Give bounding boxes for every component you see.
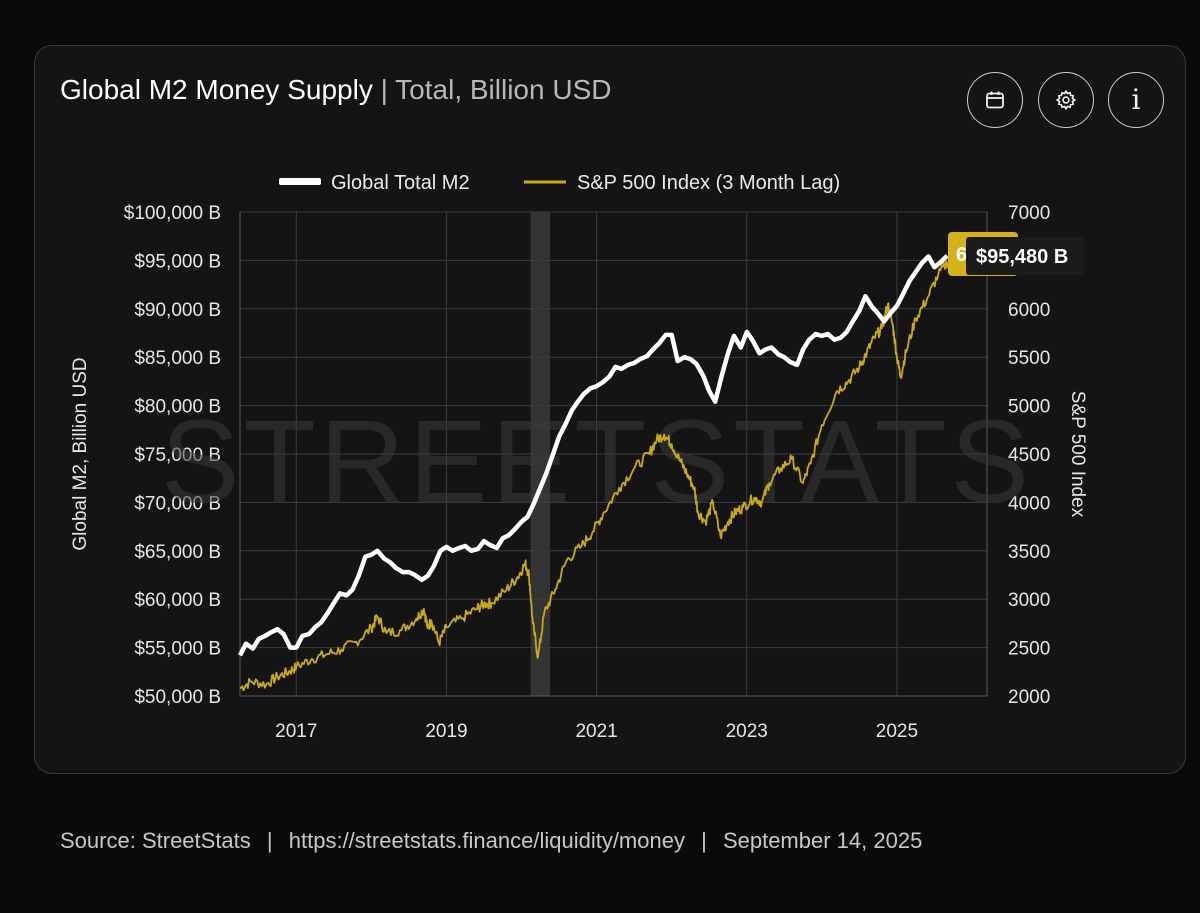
series-line-m2 [238,254,949,657]
left-tick-label: $55,000 B [134,639,221,660]
right-tick-label: 4500 [1008,445,1050,466]
x-tick-label: 2021 [575,721,617,742]
chart-card [34,45,1186,774]
footer-pipe: | [266,828,273,853]
title-subtitle: Total, Billion USD [395,74,612,105]
calendar-button[interactable] [967,72,1023,128]
right-tick-label: 2000 [1008,687,1050,708]
left-tick-label: $85,000 B [134,348,221,369]
right-tick-label: 2500 [1008,639,1050,660]
gear-icon [1055,89,1077,111]
right-tick-label: 5000 [1008,397,1050,418]
x-tick-label: 2017 [275,721,317,742]
legend-label-spx: S&P 500 Index (3 Month Lag) [577,172,840,194]
source-label: Source: [60,828,136,853]
info-button[interactable]: i [1108,72,1164,128]
left-tick-label: $60,000 B [134,590,221,611]
calendar-icon [984,89,1006,111]
badge-m2 [966,237,1084,275]
badge-m2-value: $95,480 B [976,246,1068,268]
x-tick-label: 2025 [876,721,918,742]
title-main: Global M2 Money Supply [60,74,373,105]
legend-swatch-m2 [279,178,321,185]
left-tick-label: $80,000 B [134,397,221,418]
left-tick-label: $95,000 B [134,251,221,272]
left-axis-title: Global M2, Billion USD [70,357,91,550]
left-tick-label: $90,000 B [134,300,221,321]
right-tick-label: 7000 [1008,203,1050,224]
source-url[interactable]: https://streetstats.finance/liquidity/mo… [288,828,685,853]
left-tick-label: $70,000 B [134,493,221,514]
right-tick-label: 6000 [1008,300,1050,321]
settings-button[interactable] [1038,72,1094,128]
right-tick-label: 3000 [1008,590,1050,611]
source-date: September 14, 2025 [722,828,923,853]
left-tick-label: $50,000 B [134,687,221,708]
footer-source: Source: StreetStats | https://streetstat… [60,828,922,854]
title-separator: | [380,74,388,105]
left-tick-label: $100,000 B [124,203,221,224]
right-tick-label: 5500 [1008,348,1050,369]
left-tick-label: $75,000 B [134,445,221,466]
footer-pipe: | [701,828,707,853]
right-tick-label: 4000 [1008,493,1050,514]
left-tick-label: $65,000 B [134,542,221,563]
x-tick-label: 2023 [726,721,768,742]
right-tick-label: 3500 [1008,542,1050,563]
info-icon: i [1131,83,1141,116]
right-axis-title: S&P 500 Index [1067,391,1088,518]
source-name: StreetStats [141,828,251,853]
chart-title: Global M2 Money Supply | Total, Billion … [60,74,611,106]
x-tick-label: 2019 [425,721,467,742]
legend-label-m2: Global Total M2 [331,172,470,194]
series-line-spx [239,259,951,692]
watermark-text: STREETSTATS [161,396,1033,528]
